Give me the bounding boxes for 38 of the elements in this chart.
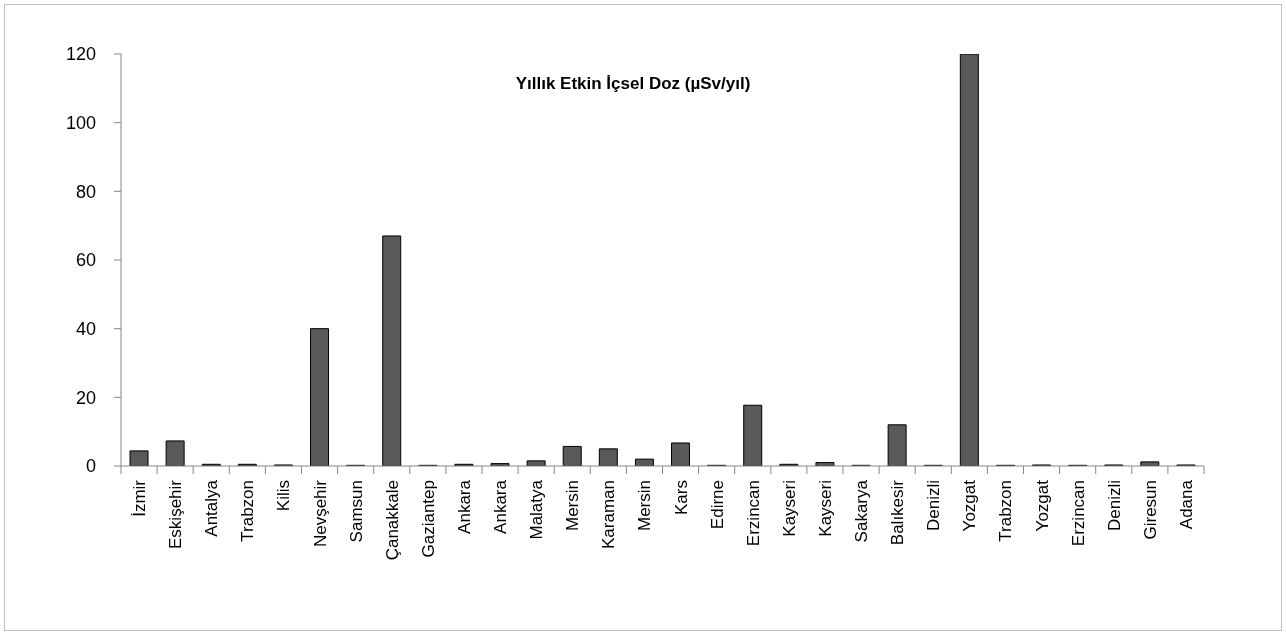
x-tick-label: Çanakkale <box>382 480 402 561</box>
x-tick-label: Giresun <box>1140 480 1160 540</box>
x-tick-label: Yozgat <box>1032 479 1052 532</box>
text: Yıllık Etkin İçsel Doz (µSv/yıl) <box>515 74 751 94</box>
x-tick-label: Karaman <box>599 480 619 549</box>
x-tick-label: Yozgat <box>960 479 980 532</box>
x-tick-label: Kayseri <box>779 480 799 537</box>
x-tick-label: Sakarya <box>852 479 871 543</box>
x-tick-label: Erzincan <box>743 480 763 547</box>
x-tick-label: Mersin <box>563 480 583 532</box>
x-tick-label: Kayseri <box>815 480 835 537</box>
x-tick-label: İzmir <box>130 479 149 517</box>
x-tick-label: Nevşehir <box>310 479 330 548</box>
y-tick-label: 0 <box>85 456 96 477</box>
x-tick-label: Gaziantep <box>418 480 438 558</box>
x-tick-label: Ankara <box>491 479 510 534</box>
x-tick-label: Kilis <box>274 480 294 512</box>
x-tick-label: Eskişehir <box>166 479 186 549</box>
y-tick-label: 100 <box>65 113 96 134</box>
x-tick-label: Edirne <box>707 480 727 530</box>
y-tick-label: 40 <box>75 319 96 340</box>
y-tick-label: 120 <box>65 44 96 65</box>
x-tick-label: Denizli <box>1104 480 1124 532</box>
x-tick-label: Samsun <box>346 480 366 543</box>
x-tick-label: Trabzon <box>996 480 1016 542</box>
y-tick-label: 80 <box>75 181 96 202</box>
x-tick-label: Balıkesir <box>888 479 908 546</box>
x-tick-label: Adana <box>1176 479 1196 530</box>
x-tick-label: Erzincan <box>1068 480 1088 547</box>
x-tick-label: Denizli <box>924 480 944 532</box>
y-tick-label: 60 <box>75 250 96 271</box>
y-tick-label: 20 <box>75 387 96 408</box>
x-tick-label: Antalya <box>202 479 222 537</box>
x-tick-label: Mersin <box>635 480 655 532</box>
x-tick-label: Malatya <box>527 479 547 540</box>
x-tick-label: Kars <box>671 480 691 515</box>
x-tick-label: Ankara <box>454 479 474 534</box>
x-tick-label: Trabzon <box>238 480 258 542</box>
